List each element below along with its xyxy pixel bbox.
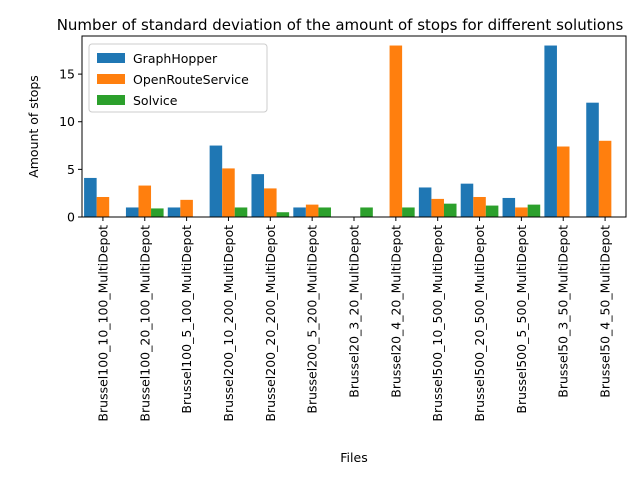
bar-openrouteservice-2: [180, 199, 193, 217]
y-tick-label: 10: [59, 114, 75, 129]
bar-openrouteservice-7: [389, 45, 403, 217]
x-tick-label: Brussel100_10_100_MultiDepot: [95, 225, 110, 422]
legend-label-openrouteservice: OpenRouteService: [133, 72, 249, 87]
bar-openrouteservice-11: [556, 146, 570, 217]
bar-openrouteservice-8: [431, 198, 444, 217]
y-tick-label: 5: [67, 162, 75, 177]
bar-openrouteservice-1: [138, 185, 152, 217]
x-tick-label: Brussel200_10_200_MultiDepot: [221, 225, 236, 422]
bar-solvice-1: [151, 208, 164, 217]
bar-openrouteservice-4: [264, 188, 277, 217]
bar-graphhopper-4: [251, 174, 265, 217]
bar-solvice-9: [485, 205, 499, 217]
bar-openrouteservice-0: [96, 196, 110, 217]
bar-solvice-3: [234, 207, 248, 217]
y-tick-label: 0: [67, 210, 75, 225]
bar-graphhopper-3: [209, 145, 223, 217]
legend-swatch-openrouteservice: [97, 74, 125, 84]
x-tick-label: Brussel50_4_50_MultiDepot: [598, 225, 613, 398]
y-axis-label: Amount of stops: [26, 75, 41, 178]
legend-label-graphhopper: GraphHopper: [133, 51, 218, 66]
x-tick-label: Brussel500_20_500_MultiDepot: [472, 225, 487, 422]
legend-label-solvice: Solvice: [133, 93, 178, 108]
x-tick-label: Brussel200_5_200_MultiDepot: [305, 225, 320, 414]
bar-graphhopper-8: [418, 187, 432, 217]
bar-openrouteservice-10: [515, 207, 528, 217]
bar-graphhopper-10: [502, 197, 516, 217]
bar-graphhopper-5: [293, 207, 306, 217]
bar-solvice-4: [276, 212, 290, 217]
legend-swatch-graphhopper: [97, 53, 125, 63]
bar-solvice-6: [360, 207, 373, 217]
bar-graphhopper-0: [84, 177, 97, 217]
chart-title: Number of standard deviation of the amou…: [57, 16, 624, 34]
x-tick-label: Brussel500_5_500_MultiDepot: [514, 225, 529, 414]
x-tick-label: Brussel20_3_20_MultiDepot: [347, 225, 362, 398]
bar-graphhopper-12: [586, 102, 599, 217]
bar-openrouteservice-9: [473, 196, 486, 217]
bar-graphhopper-11: [544, 45, 557, 217]
bar-graphhopper-1: [125, 207, 139, 217]
x-tick-label: Brussel100_5_100_MultiDepot: [179, 225, 194, 414]
bar-openrouteservice-3: [222, 168, 235, 217]
y-tick-label: 15: [59, 67, 75, 82]
bar-solvice-8: [443, 203, 457, 217]
bar-graphhopper-2: [167, 207, 181, 217]
plot-area: 0 5 10 15 Brussel100_10_100_MultiDepot Brusse…: [59, 35, 627, 422]
legend-swatch-solvice: [97, 95, 125, 105]
bar-openrouteservice-5: [305, 204, 319, 217]
x-tick-label: Brussel50_3_50_MultiDepot: [556, 225, 571, 398]
bar-solvice-5: [318, 207, 331, 217]
bar-openrouteservice-12: [598, 140, 612, 217]
bar-solvice-7: [402, 207, 415, 217]
legend: GraphHopper OpenRouteService Solvice: [88, 43, 268, 113]
x-tick-label: Brussel100_20_100_MultiDepot: [137, 225, 152, 422]
x-axis-label: Files: [340, 450, 367, 465]
bar-graphhopper-9: [460, 183, 474, 217]
legend-box: [88, 43, 268, 113]
x-tick-label: Brussel500_10_500_MultiDepot: [430, 225, 445, 422]
bar-solvice-10: [527, 204, 541, 217]
x-tick-label: Brussel200_20_200_MultiDepot: [263, 225, 278, 422]
x-tick-label: Brussel20_4_20_MultiDepot: [388, 225, 403, 398]
